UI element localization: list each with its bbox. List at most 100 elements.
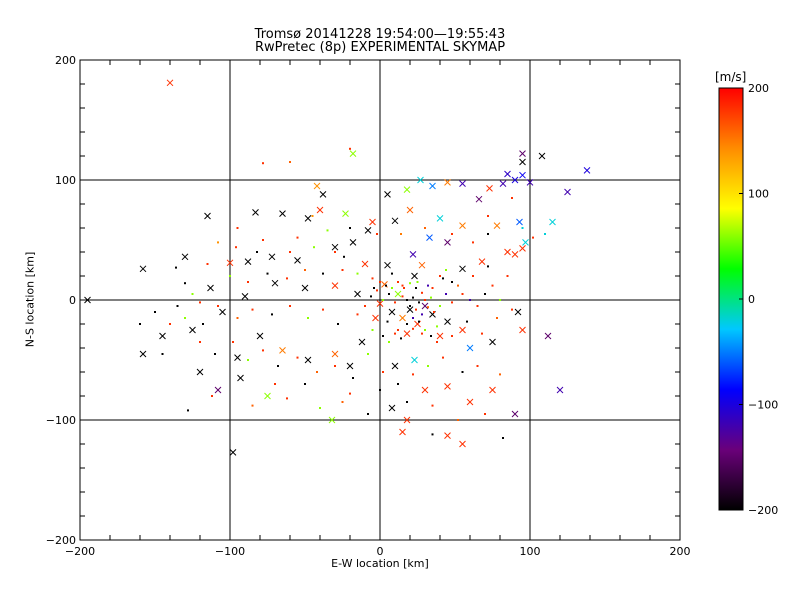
data-point-x — [429, 182, 436, 190]
data-point-x — [304, 215, 312, 222]
data-point-dot — [334, 365, 336, 367]
data-point-dot — [403, 287, 405, 289]
data-point-dot — [430, 335, 432, 337]
data-point-dot — [334, 251, 336, 253]
data-point-dot — [394, 301, 396, 304]
data-point-dot — [401, 295, 404, 298]
data-point-x — [403, 416, 411, 424]
data-point-dot — [307, 317, 309, 319]
data-point-x — [229, 449, 237, 456]
data-point-dot — [187, 409, 189, 412]
data-point-x — [234, 354, 241, 361]
data-point-dot — [400, 337, 402, 340]
data-point-dot — [296, 236, 299, 239]
data-point-dot — [343, 255, 345, 258]
data-point-x — [489, 386, 496, 394]
data-point-x — [204, 212, 211, 220]
data-point-x — [369, 218, 376, 226]
data-point-dot — [394, 332, 396, 335]
data-point-dot — [229, 275, 231, 277]
data-point-dot — [415, 308, 417, 311]
data-point-x — [556, 386, 564, 394]
data-point-dot — [251, 404, 254, 407]
data-point-x — [583, 167, 591, 174]
data-point-x — [436, 215, 444, 222]
data-point-dot — [262, 349, 264, 352]
data-point-dot — [427, 306, 429, 309]
data-point-dot — [266, 272, 269, 275]
data-point-dot — [184, 282, 186, 285]
data-point-dot — [277, 365, 279, 367]
data-point-x — [354, 290, 361, 298]
colorbar-unit-label: [m/s] — [715, 70, 747, 84]
data-point-x — [388, 404, 396, 412]
data-point-dot — [356, 272, 359, 275]
data-point-x — [241, 293, 249, 300]
data-point-x — [459, 326, 466, 334]
data-point-x — [294, 257, 301, 264]
data-point-x — [436, 332, 444, 340]
data-point-dot — [341, 401, 344, 403]
data-point-dot — [322, 308, 324, 311]
data-point-x — [159, 332, 166, 340]
data-point-dot — [400, 233, 402, 235]
data-point-x — [394, 290, 402, 298]
data-point-x — [319, 191, 327, 198]
data-point-dot — [451, 301, 453, 304]
x-axis-ticks: −200 −100 0 100 200 — [65, 60, 691, 558]
data-point-dot — [506, 275, 509, 277]
data-point-dot — [406, 299, 408, 301]
data-point-dot — [199, 341, 201, 343]
data-point-x — [384, 191, 391, 198]
data-point-dot — [424, 299, 426, 301]
data-point-dot — [439, 305, 441, 307]
data-point-dot — [256, 251, 258, 253]
colorbar-tick-label: −200 — [748, 504, 778, 517]
data-point-dot — [431, 433, 434, 436]
data-point-x — [399, 428, 406, 436]
data-point-x — [388, 308, 396, 316]
data-point-x — [226, 259, 234, 267]
data-point-dot — [376, 233, 378, 235]
data-point-dot — [445, 293, 447, 295]
data-point-x — [421, 386, 429, 394]
data-point-x — [519, 245, 526, 252]
data-point-x — [411, 272, 418, 280]
chart-subtitle: RwPretec (8p) EXPERIMENTAL SKYMAP — [254, 40, 506, 55]
data-point-x — [316, 206, 324, 214]
data-point-dot — [271, 313, 273, 316]
data-point-x — [268, 253, 276, 261]
data-point-x — [376, 300, 384, 307]
data-point-dot — [436, 341, 438, 343]
data-point-dot — [371, 277, 374, 280]
data-point-dot — [436, 325, 438, 328]
data-point-x — [331, 350, 339, 358]
data-point-dot — [304, 269, 306, 271]
data-point-dot — [499, 373, 501, 376]
data-point-dot — [544, 233, 546, 235]
data-point-x — [544, 332, 552, 340]
data-point-dot — [472, 241, 474, 244]
data-point-dot — [206, 263, 209, 265]
data-point-dot — [532, 236, 534, 239]
data-point-dot — [481, 332, 483, 335]
data-point-x — [519, 158, 526, 166]
data-point-dot — [502, 437, 504, 439]
data-point-dot — [445, 269, 447, 271]
data-point-dot — [431, 404, 434, 407]
data-point-x — [444, 383, 451, 390]
data-point-dot — [461, 371, 464, 373]
data-point-x — [466, 398, 474, 406]
data-point-dot — [304, 383, 306, 385]
data-point-dot — [451, 335, 453, 337]
data-point-dot — [184, 317, 186, 319]
data-point-dot — [371, 329, 374, 331]
data-point-dot — [421, 313, 423, 316]
data-point-dot — [457, 284, 459, 287]
data-point-dot — [214, 353, 216, 355]
data-point-dot — [262, 239, 264, 241]
data-point-dot — [487, 265, 489, 268]
data-point-x — [426, 234, 433, 241]
data-point-dot — [337, 323, 339, 325]
data-point-dot — [397, 329, 399, 331]
